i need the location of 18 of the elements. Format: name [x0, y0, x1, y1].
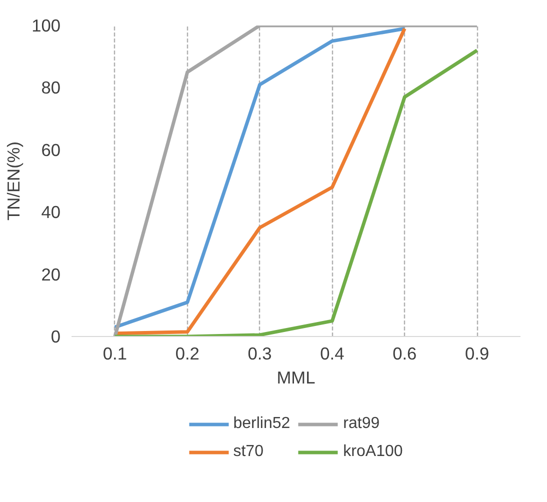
x-tick-label: 0.2 — [175, 344, 200, 364]
x-axis-title: MML — [276, 368, 316, 388]
legend-label: berlin52 — [233, 414, 290, 432]
x-tick-label: 0.1 — [102, 344, 127, 364]
legend-label: kroA100 — [343, 442, 403, 460]
x-tick-label: 0.9 — [465, 344, 490, 364]
x-tick-label: 0.6 — [392, 344, 417, 364]
legend-label: rat99 — [343, 414, 380, 432]
legend-label: st70 — [233, 442, 264, 460]
y-axis-title: TN/EN(%) — [4, 142, 24, 220]
y-tick-label: 0 — [50, 326, 61, 346]
y-tick-label: 80 — [41, 78, 61, 98]
y-tick-label: 20 — [41, 264, 61, 284]
x-tick-label: 0.4 — [320, 344, 345, 364]
y-tick-label: 40 — [41, 202, 61, 222]
x-tick-label: 0.3 — [248, 344, 272, 364]
y-tick-label: 60 — [41, 140, 61, 160]
y-tick-label: 100 — [32, 16, 61, 36]
